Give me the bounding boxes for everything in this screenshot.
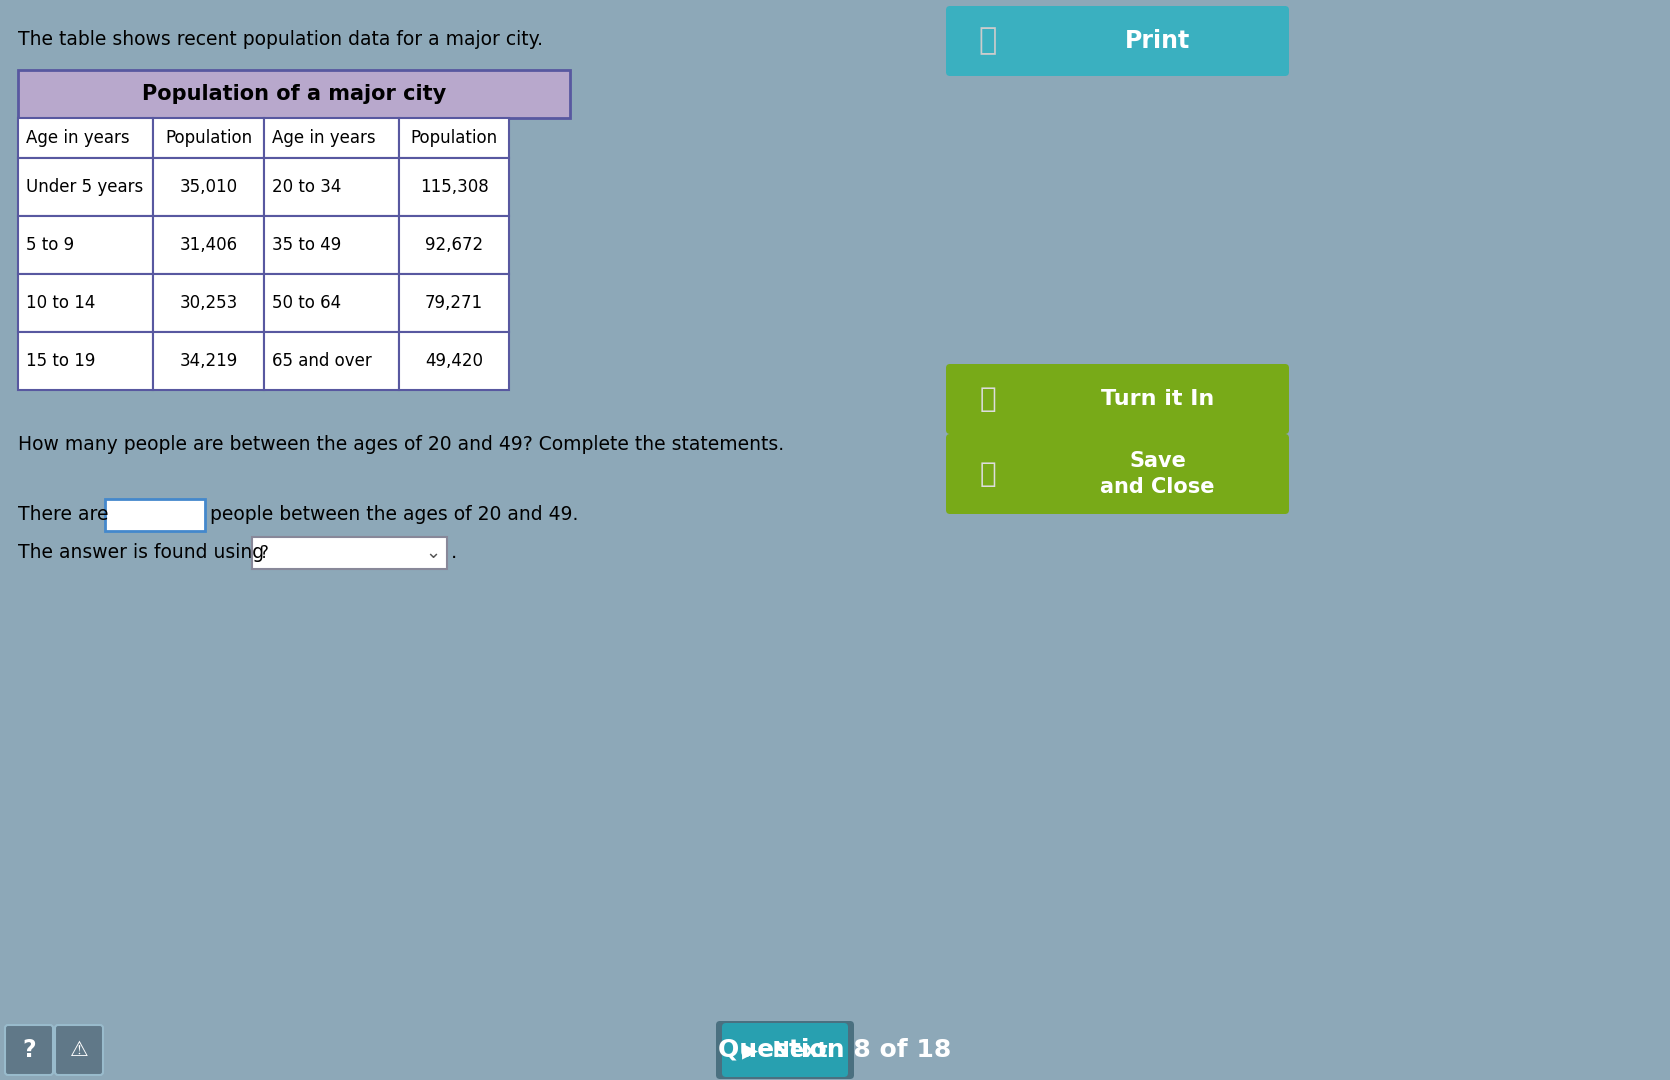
FancyBboxPatch shape xyxy=(399,332,509,390)
Text: 34,219: 34,219 xyxy=(179,352,237,370)
FancyBboxPatch shape xyxy=(716,1021,853,1079)
Text: 📥: 📥 xyxy=(980,384,997,413)
FancyBboxPatch shape xyxy=(18,70,569,118)
FancyBboxPatch shape xyxy=(154,118,264,158)
FancyBboxPatch shape xyxy=(945,364,1289,434)
FancyBboxPatch shape xyxy=(154,332,264,390)
Text: .: . xyxy=(451,543,458,563)
FancyBboxPatch shape xyxy=(945,434,1289,514)
Text: Under 5 years: Under 5 years xyxy=(27,178,144,195)
Text: Population: Population xyxy=(411,129,498,147)
Text: 🖨: 🖨 xyxy=(979,27,997,55)
FancyBboxPatch shape xyxy=(18,332,154,390)
FancyBboxPatch shape xyxy=(264,118,399,158)
FancyBboxPatch shape xyxy=(252,537,448,569)
Text: 31,406: 31,406 xyxy=(179,237,237,254)
Text: 15 to 19: 15 to 19 xyxy=(27,352,95,370)
Text: Population: Population xyxy=(165,129,252,147)
FancyBboxPatch shape xyxy=(18,158,154,216)
FancyBboxPatch shape xyxy=(264,332,399,390)
Text: 10 to 14: 10 to 14 xyxy=(27,294,95,312)
FancyBboxPatch shape xyxy=(721,1023,848,1077)
FancyBboxPatch shape xyxy=(105,499,205,531)
Text: 35,010: 35,010 xyxy=(179,178,237,195)
Text: ⚠: ⚠ xyxy=(70,1040,89,1059)
Text: people between the ages of 20 and 49.: people between the ages of 20 and 49. xyxy=(210,505,578,525)
Text: 5 to 9: 5 to 9 xyxy=(27,237,73,254)
Text: ?: ? xyxy=(22,1038,35,1062)
Text: 65 and over: 65 and over xyxy=(272,352,371,370)
Text: 35 to 49: 35 to 49 xyxy=(272,237,341,254)
FancyBboxPatch shape xyxy=(399,216,509,274)
Text: Turn it In: Turn it In xyxy=(1101,389,1214,409)
Text: There are: There are xyxy=(18,505,115,525)
FancyBboxPatch shape xyxy=(18,118,154,158)
Text: 79,271: 79,271 xyxy=(426,294,483,312)
Text: 30,253: 30,253 xyxy=(179,294,237,312)
FancyBboxPatch shape xyxy=(154,158,264,216)
Text: 49,420: 49,420 xyxy=(426,352,483,370)
FancyBboxPatch shape xyxy=(399,158,509,216)
Text: Population of a major city: Population of a major city xyxy=(142,84,446,104)
FancyBboxPatch shape xyxy=(154,274,264,332)
Text: The answer is found using: The answer is found using xyxy=(18,543,271,563)
Text: ⌄: ⌄ xyxy=(426,544,441,562)
Text: Question 8 of 18: Question 8 of 18 xyxy=(718,1038,952,1062)
Text: Save
and Close: Save and Close xyxy=(1101,450,1216,497)
Text: 📂: 📂 xyxy=(980,460,997,488)
FancyBboxPatch shape xyxy=(18,274,154,332)
Text: ▶  Next: ▶ Next xyxy=(741,1040,828,1059)
FancyBboxPatch shape xyxy=(264,274,399,332)
FancyBboxPatch shape xyxy=(945,6,1289,76)
Text: ?: ? xyxy=(261,544,269,562)
Text: The table shows recent population data for a major city.: The table shows recent population data f… xyxy=(18,30,543,49)
Text: 92,672: 92,672 xyxy=(426,237,483,254)
FancyBboxPatch shape xyxy=(399,274,509,332)
Text: 115,308: 115,308 xyxy=(419,178,488,195)
Text: Age in years: Age in years xyxy=(272,129,376,147)
FancyBboxPatch shape xyxy=(399,118,509,158)
FancyBboxPatch shape xyxy=(264,158,399,216)
FancyBboxPatch shape xyxy=(5,1025,53,1075)
FancyBboxPatch shape xyxy=(55,1025,104,1075)
FancyBboxPatch shape xyxy=(18,216,154,274)
Text: 50 to 64: 50 to 64 xyxy=(272,294,341,312)
FancyBboxPatch shape xyxy=(154,216,264,274)
Text: How many people are between the ages of 20 and 49? Complete the statements.: How many people are between the ages of … xyxy=(18,435,785,454)
Text: 20 to 34: 20 to 34 xyxy=(272,178,341,195)
Text: Print: Print xyxy=(1126,29,1191,53)
Text: Age in years: Age in years xyxy=(27,129,130,147)
FancyBboxPatch shape xyxy=(264,216,399,274)
FancyBboxPatch shape xyxy=(950,10,1284,72)
